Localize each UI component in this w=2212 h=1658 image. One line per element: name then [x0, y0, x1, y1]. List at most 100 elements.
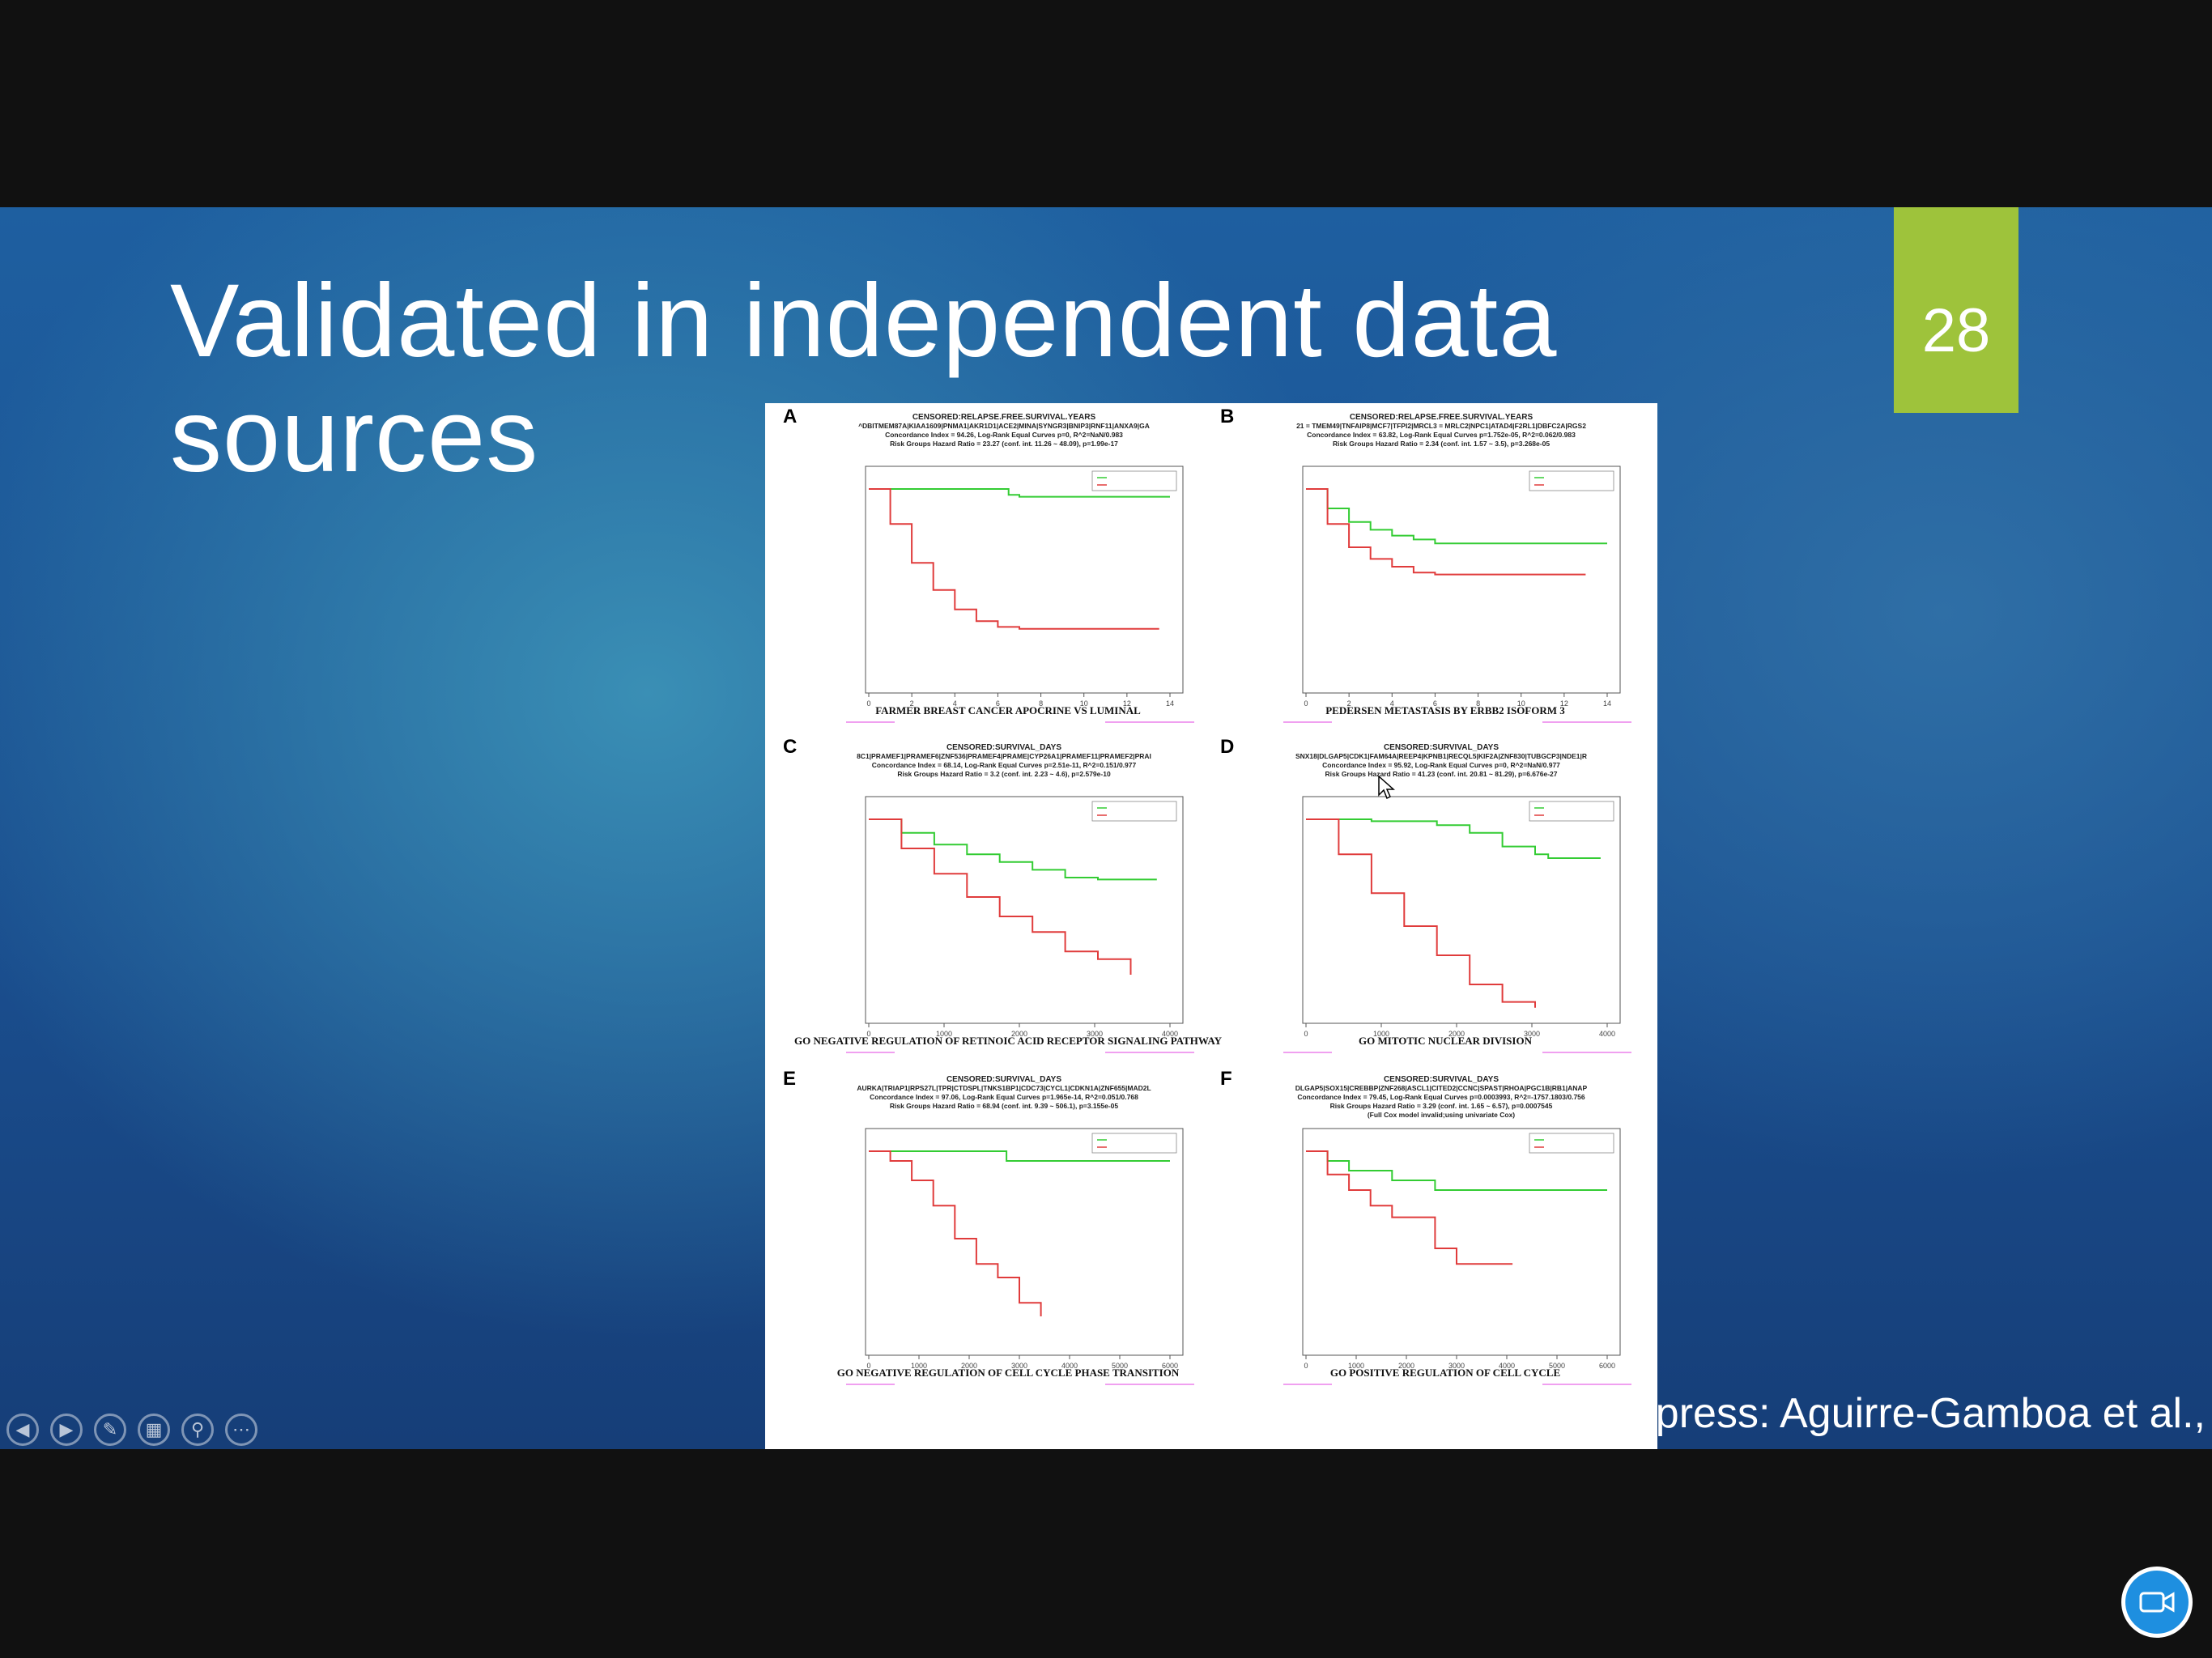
survival-curve-low-risk [869, 818, 1157, 881]
x-tick-label: 2 [1347, 699, 1351, 708]
zoom-icon[interactable]: ⚲ [181, 1414, 214, 1446]
panel-header-line: CENSORED:SURVIVAL_DAYS [1384, 743, 1499, 752]
x-tick-label: 2 [910, 699, 914, 708]
panel-header-line: Risk Groups Hazard Ratio = 3.29 (conf. i… [1330, 1102, 1553, 1110]
panel-header-line: CENSORED:SURVIVAL_DAYS [1384, 1075, 1499, 1084]
x-tick-label: 8 [1039, 699, 1043, 708]
x-tick-label: 4 [953, 699, 957, 708]
panel-letter: B [1220, 406, 1234, 427]
x-tick-label: 6000 [1599, 1362, 1615, 1370]
x-tick-label: 3000 [1087, 1030, 1103, 1038]
x-tick-label: 6 [1433, 699, 1437, 708]
x-tick-label: 3000 [1011, 1362, 1027, 1370]
x-tick-label: 8 [1476, 699, 1480, 708]
panel-header-line: 8C1|PRAMEF1|PRAMEF6|ZNF536|PRAMEF4|PRAME… [857, 752, 1151, 760]
legend-box [1091, 1133, 1177, 1154]
x-tick-label: 14 [1603, 699, 1611, 708]
legend-box [1091, 801, 1177, 822]
panel-caption: FARMER BREAST CANCER APOCRINE VS LUMINAL [875, 704, 1141, 716]
x-tick-label: 1000 [1373, 1030, 1389, 1038]
pen-icon[interactable]: ✎ [94, 1414, 126, 1446]
x-tick-label: 3000 [1448, 1362, 1465, 1370]
legend-box [1529, 470, 1614, 491]
x-tick-label: 4000 [1061, 1362, 1078, 1370]
x-tick-label: 2000 [1398, 1362, 1414, 1370]
plot-frame [865, 466, 1184, 694]
panel-letter: C [783, 736, 797, 758]
panel-header-line: Risk Groups Hazard Ratio = 2.34 (conf. i… [1333, 440, 1550, 448]
survival-curve-high-risk [869, 488, 1159, 630]
more-icon[interactable]: ⋯ [225, 1414, 257, 1446]
panel-header-line: CENSORED:RELAPSE.FREE.SURVIVAL.YEARS [1350, 413, 1534, 422]
kaplan-meier-panels: A CENSORED:RELAPSE.FREE.SURVIVAL.YEARS^DB… [783, 406, 1631, 1385]
panel-caption: GO POSITIVE REGULATION OF CELL CYCLE [1330, 1367, 1560, 1379]
panel-header-line: AURKA|TRIAP1|RPS27L|TPR|CTDSPL|TNKS1BP1|… [857, 1084, 1151, 1092]
x-tick-label: 2000 [1011, 1030, 1027, 1038]
legend-box [1091, 470, 1177, 491]
survival-curve-high-risk [1306, 818, 1536, 1008]
x-tick-label: 0 [1304, 1030, 1308, 1038]
panel-letter: F [1220, 1068, 1232, 1090]
survival-curve-high-risk [1306, 1150, 1513, 1265]
survival-curve-low-risk [869, 488, 1170, 498]
survival-curve-low-risk [1306, 488, 1607, 545]
panel-header-line: ^DBITMEM87A|KIAA1609|PNMA1|AKR1D1|ACE2|M… [858, 422, 1150, 430]
panel-header-line: CENSORED:SURVIVAL_DAYS [946, 743, 1061, 752]
x-tick-label: 1000 [1348, 1362, 1364, 1370]
mouse-cursor-icon [1378, 776, 1395, 800]
panel-header-line: 21 = TMEM49|TNFAIP8|MCF7|TFPI2|MRCL3 = M… [1296, 422, 1586, 430]
panel-letter: A [783, 406, 797, 427]
x-tick-label: 0 [866, 1362, 870, 1370]
panel-letter: D [1220, 736, 1234, 758]
panel-header-line: Concordance Index = 68.14, Log-Rank Equa… [872, 761, 1137, 769]
x-tick-label: 0 [866, 699, 870, 708]
panel-header-line: Concordance Index = 95.92, Log-Rank Equa… [1322, 761, 1560, 769]
x-tick-label: 12 [1123, 699, 1131, 708]
x-tick-label: 3000 [1524, 1030, 1540, 1038]
x-tick-label: 2000 [1448, 1030, 1465, 1038]
slide: Validated in independent data sources 28… [0, 207, 2212, 1449]
x-tick-label: 4000 [1162, 1030, 1178, 1038]
plot-frame [865, 1128, 1184, 1356]
x-tick-label: 10 [1517, 699, 1525, 708]
panel-header-line: Risk Groups Hazard Ratio = 3.2 (conf. in… [897, 770, 1111, 778]
x-tick-label: 4 [1390, 699, 1394, 708]
panel-header-line: Concordance Index = 94.26, Log-Rank Equa… [885, 431, 1123, 439]
x-tick-label: 10 [1080, 699, 1088, 708]
slide-title: Validated in independent data sources [170, 264, 1557, 494]
legend-box [1529, 801, 1614, 822]
survival-curve-high-risk [869, 818, 1132, 975]
panel-caption: GO MITOTIC NUCLEAR DIVISION [1359, 1035, 1533, 1047]
previous-icon[interactable]: ◀ [6, 1414, 39, 1446]
panel-header-line: SNX18|DLGAP5|CDK1|FAM64A|REEP4|KPNB1|REC… [1295, 752, 1587, 760]
x-tick-label: 1000 [911, 1362, 927, 1370]
x-tick-label: 0 [1304, 1362, 1308, 1370]
video-camera-icon[interactable] [2121, 1567, 2193, 1638]
panel-header-line: DLGAP5|SOX15|CREBBP|ZNF268|ASCL1|CITED2|… [1295, 1084, 1588, 1092]
next-icon[interactable]: ▶ [50, 1414, 83, 1446]
x-tick-label: 6000 [1162, 1362, 1178, 1370]
survival-curve-low-risk [869, 1150, 1170, 1162]
survival-curve-high-risk [869, 1150, 1042, 1316]
panel-header-line: CENSORED:RELAPSE.FREE.SURVIVAL.YEARS [912, 413, 1096, 422]
x-tick-label: 12 [1560, 699, 1568, 708]
survival-curve-low-risk [1306, 818, 1601, 859]
panel-header-line: Concordance Index = 79.45, Log-Rank Equa… [1297, 1093, 1585, 1101]
page-number-badge: 28 [1894, 207, 2018, 413]
panel-header-line: Risk Groups Hazard Ratio = 68.94 (conf. … [890, 1102, 1119, 1110]
panel-header-line: (Full Cox model invalid;using univariate… [1368, 1111, 1515, 1119]
x-tick-label: 6 [996, 699, 1000, 708]
x-tick-label: 14 [1166, 699, 1174, 708]
x-tick-label: 4000 [1499, 1362, 1515, 1370]
survival-figure: A CENSORED:RELAPSE.FREE.SURVIVAL.YEARS ^DB… [765, 403, 1657, 1449]
plot-frame [1302, 466, 1621, 694]
panel-header-line: Concordance Index = 63.82, Log-Rank Equa… [1307, 431, 1576, 439]
panel-header-line: CENSORED:SURVIVAL_DAYS [946, 1075, 1061, 1084]
panel-header-line: Risk Groups Hazard Ratio = 41.23 (conf. … [1325, 770, 1558, 778]
panel-header-line: Risk Groups Hazard Ratio = 23.27 (conf. … [890, 440, 1118, 448]
x-tick-label: 5000 [1112, 1362, 1128, 1370]
slides-grid-icon[interactable]: ▦ [138, 1414, 170, 1446]
title-line-2: sources [170, 378, 539, 494]
panel-caption: PEDERSEN METASTASIS BY ERBB2 ISOFORM 3 [1325, 704, 1565, 716]
x-tick-label: 1000 [936, 1030, 952, 1038]
